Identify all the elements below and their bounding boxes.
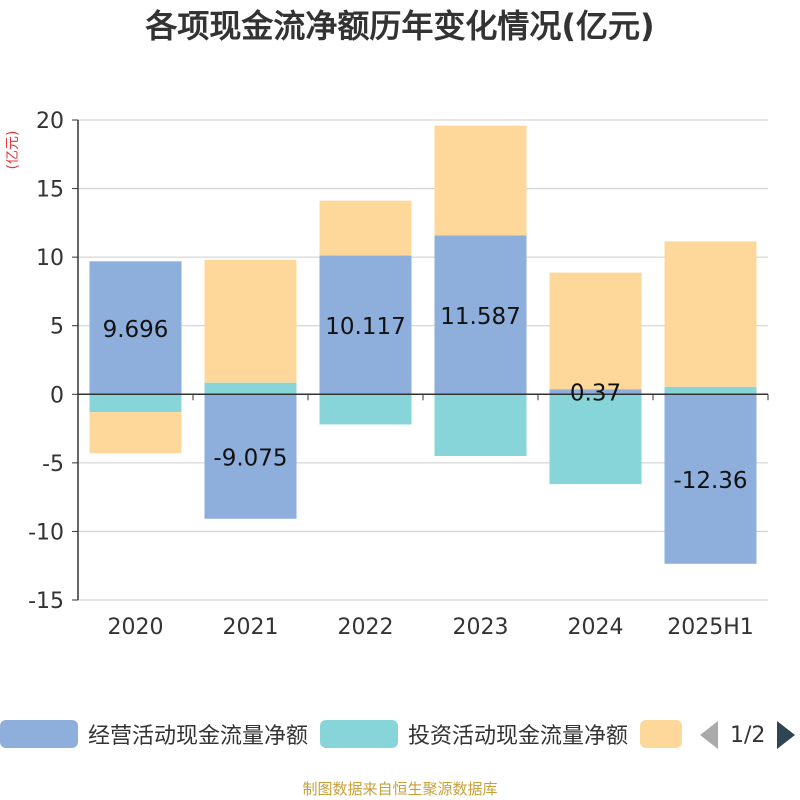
bar-third-2022 <box>319 200 412 256</box>
bar-investing-2023 <box>434 394 527 456</box>
bar-operating-2024 <box>549 389 642 395</box>
y-tick-label: -5 <box>42 452 64 477</box>
bar-third-2020 <box>89 412 182 454</box>
bar-third-2021 <box>204 259 297 383</box>
x-tick-label: 2023 <box>453 615 509 640</box>
bar-investing-2022 <box>319 394 412 425</box>
legend-swatch-operating <box>0 720 78 748</box>
legend-prev-arrow-icon[interactable] <box>700 721 718 749</box>
y-tick-label: 5 <box>50 315 64 340</box>
data-label: -9.075 <box>213 446 287 472</box>
y-tick-label: -15 <box>28 589 64 614</box>
legend-item-third[interactable] <box>640 716 682 752</box>
legend: 经营活动现金流量净额 投资活动现金流量净额 <box>0 716 800 756</box>
bar-operating-2022 <box>319 255 412 395</box>
data-label: 10.117 <box>325 314 405 340</box>
bar-investing-2024 <box>549 394 642 485</box>
y-tick-label: 0 <box>50 383 64 408</box>
y-tick-label: -10 <box>28 520 64 545</box>
bar-third-2024 <box>549 272 642 390</box>
x-tick-label: 2024 <box>568 615 624 640</box>
chart-title: 各项现金流净额历年变化情况(亿元) <box>145 7 655 45</box>
legend-item-investing[interactable]: 投资活动现金流量净额 <box>320 716 628 752</box>
y-tick-label: 10 <box>36 246 64 271</box>
bar-third-2025H1 <box>664 241 757 387</box>
legend-swatch-investing <box>320 720 398 748</box>
bar-operating-2023 <box>434 235 527 395</box>
y-tick-label: 20 <box>36 109 64 134</box>
legend-item-operating[interactable]: 经营活动现金流量净额 <box>0 716 308 752</box>
y-axis-unit-text: (亿元) <box>6 131 21 170</box>
bar-investing-2025H1 <box>664 386 757 395</box>
legend-pager: 1/2 <box>700 718 796 752</box>
x-tick-label: 2020 <box>108 615 164 640</box>
data-label: 11.587 <box>440 304 520 330</box>
bar-investing-2020 <box>89 394 182 413</box>
data-label: -12.36 <box>673 468 747 494</box>
legend-label-operating: 经营活动现金流量净额 <box>88 724 309 749</box>
legend-next-arrow-icon[interactable] <box>777 721 796 749</box>
bar-operating-2020 <box>89 261 182 395</box>
x-tick-label: 2022 <box>338 615 394 640</box>
legend-label-investing: 投资活动现金流量净额 <box>408 724 629 749</box>
data-label: 9.696 <box>103 317 169 343</box>
source-footer: 制图数据来自恒生聚源数据库 <box>302 780 498 798</box>
bar-investing-2021 <box>204 382 297 395</box>
data-label: 0.37 <box>570 381 621 407</box>
legend-swatch-third <box>640 720 682 748</box>
x-tick-label: 2021 <box>223 615 279 640</box>
y-axis-unit-label: (亿元) <box>6 131 21 170</box>
legend-page-indicator: 1/2 <box>730 722 766 748</box>
bar-operating-2025H1 <box>664 394 757 564</box>
bar-operating-2021 <box>204 394 297 519</box>
bar-third-2023 <box>434 125 527 236</box>
y-tick-label: 15 <box>36 178 64 203</box>
x-tick-label: 2025H1 <box>667 615 754 640</box>
